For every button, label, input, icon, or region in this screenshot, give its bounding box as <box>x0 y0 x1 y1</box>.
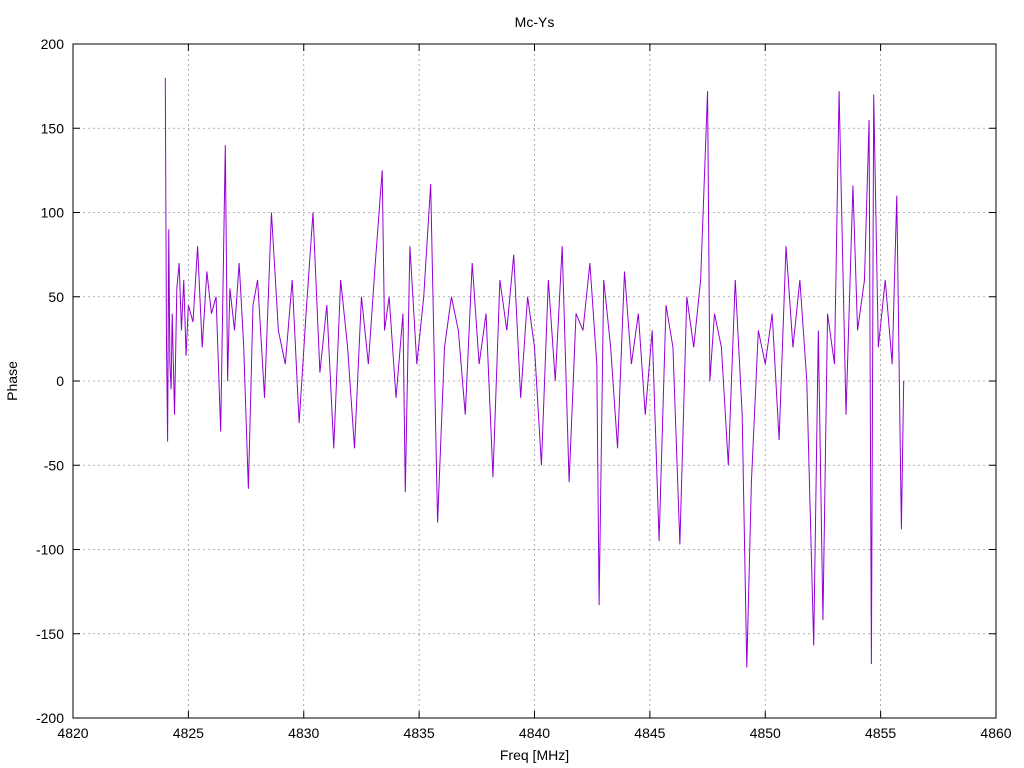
y-tick-label: 100 <box>41 205 65 221</box>
y-tick-label: 200 <box>41 36 65 52</box>
series-line <box>164 77 905 668</box>
y-tick-label: -50 <box>44 457 64 473</box>
y-tick-label: -100 <box>36 542 64 558</box>
x-tick-label: 4840 <box>519 725 550 741</box>
y-tick-label: 0 <box>56 373 64 389</box>
x-tick-label: 4820 <box>57 725 88 741</box>
y-tick-label: 150 <box>41 120 65 136</box>
x-tick-label: 4850 <box>750 725 781 741</box>
x-tick-label: 4825 <box>173 725 204 741</box>
x-tick-label: 4830 <box>288 725 319 741</box>
x-tick-label: 4835 <box>404 725 435 741</box>
x-tick-label: 4855 <box>865 725 896 741</box>
x-tick-label: 4845 <box>634 725 665 741</box>
x-tick-label: 4860 <box>980 725 1011 741</box>
y-tick-labels: 200 150 100 50 0 -50 -100 -150 -200 <box>36 36 64 726</box>
y-tick-label: -150 <box>36 626 64 642</box>
y-tick-label: -200 <box>36 710 64 726</box>
tick-marks <box>72 43 997 719</box>
grid-lines <box>73 44 996 718</box>
plot-area <box>164 77 905 668</box>
x-axis-label: Freq [MHz] <box>500 747 569 763</box>
y-axis-label: Phase <box>4 361 20 401</box>
x-tick-labels: 4820 4825 4830 4835 4840 4845 4850 4855 4860 <box>57 725 1011 741</box>
y-tick-label: 50 <box>48 289 64 305</box>
chart-title: Mc-Ys <box>515 14 555 30</box>
